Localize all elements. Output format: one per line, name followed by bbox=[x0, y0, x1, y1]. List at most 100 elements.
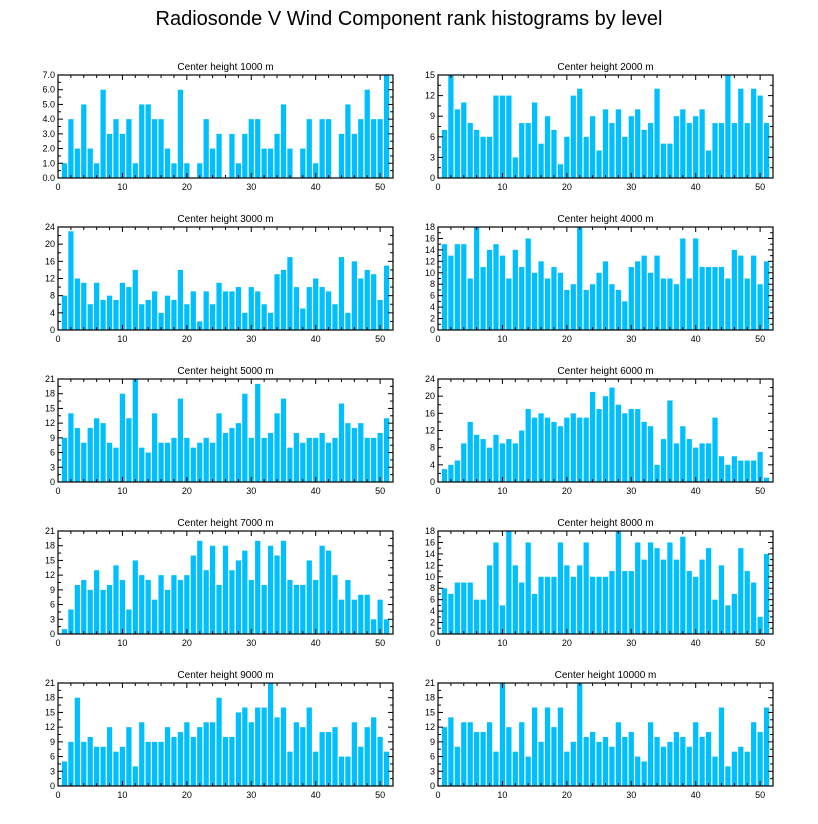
bar bbox=[61, 761, 68, 786]
y-tick-label: 4 bbox=[430, 606, 435, 616]
bar bbox=[647, 123, 654, 178]
bar bbox=[171, 736, 177, 786]
bar bbox=[190, 736, 196, 786]
bar bbox=[184, 304, 190, 330]
bar bbox=[635, 261, 641, 330]
bar bbox=[660, 143, 667, 178]
bar bbox=[641, 421, 647, 482]
bar bbox=[538, 143, 544, 178]
bar bbox=[274, 555, 280, 634]
bar bbox=[261, 304, 267, 330]
bar bbox=[113, 299, 119, 330]
bar bbox=[596, 741, 602, 786]
bar bbox=[371, 274, 377, 330]
bar bbox=[583, 289, 589, 330]
bar bbox=[197, 321, 203, 330]
bar bbox=[705, 150, 712, 178]
bar bbox=[660, 439, 667, 482]
bar bbox=[106, 584, 113, 634]
bar bbox=[87, 304, 93, 330]
panel-title: Center height 5000 m bbox=[177, 366, 273, 377]
bar bbox=[577, 417, 583, 482]
bar bbox=[448, 717, 454, 786]
bar bbox=[152, 291, 158, 330]
bar bbox=[474, 129, 480, 178]
bar bbox=[564, 289, 570, 330]
bar bbox=[351, 261, 357, 330]
bar bbox=[177, 580, 184, 634]
bar bbox=[486, 136, 493, 178]
bar bbox=[364, 727, 370, 786]
bar bbox=[448, 464, 454, 482]
bar bbox=[461, 244, 467, 330]
bar bbox=[358, 423, 364, 482]
bar bbox=[615, 289, 622, 330]
bar bbox=[184, 163, 190, 178]
x-tick-label: 0 bbox=[55, 638, 60, 648]
bar bbox=[680, 536, 686, 634]
bar bbox=[139, 722, 145, 786]
y-tick-label: 0 bbox=[50, 477, 55, 487]
bar bbox=[171, 437, 177, 482]
bar bbox=[274, 413, 280, 482]
bar bbox=[300, 308, 306, 330]
y-tick-label: 3 bbox=[50, 462, 55, 472]
y-tick-label: 18 bbox=[45, 541, 55, 551]
bar bbox=[602, 261, 609, 330]
x-tick-label: 40 bbox=[311, 334, 321, 344]
bar bbox=[184, 437, 190, 482]
bar bbox=[557, 426, 564, 482]
bar bbox=[132, 163, 138, 178]
bar bbox=[94, 746, 100, 786]
x-tick-label: 50 bbox=[755, 790, 765, 800]
bar bbox=[139, 304, 145, 330]
bar bbox=[615, 109, 622, 178]
bar bbox=[325, 119, 332, 178]
bar bbox=[738, 88, 744, 178]
x-tick-label: 10 bbox=[117, 790, 127, 800]
bar bbox=[61, 163, 68, 178]
y-tick-label: 12 bbox=[45, 570, 55, 580]
bar bbox=[493, 95, 499, 178]
bar bbox=[152, 413, 158, 482]
bar bbox=[242, 133, 248, 178]
bar bbox=[287, 447, 293, 482]
bar bbox=[319, 287, 325, 330]
bar bbox=[222, 545, 229, 634]
y-tick-label: 16 bbox=[425, 537, 435, 547]
bar bbox=[564, 751, 570, 786]
bar bbox=[190, 555, 196, 634]
bar bbox=[235, 163, 242, 178]
bar bbox=[686, 439, 692, 482]
bar bbox=[499, 683, 506, 786]
bar bbox=[686, 571, 692, 634]
x-tick-label: 30 bbox=[246, 334, 256, 344]
bar bbox=[229, 291, 235, 330]
panel-title: Center height 6000 m bbox=[557, 366, 653, 377]
bar bbox=[325, 291, 332, 330]
bar bbox=[383, 75, 390, 178]
bar bbox=[209, 304, 216, 330]
bar bbox=[461, 102, 467, 178]
y-tick-label: 0 bbox=[430, 325, 435, 335]
bar bbox=[486, 722, 493, 786]
bar bbox=[577, 683, 583, 786]
y-tick-label: 6 bbox=[430, 291, 435, 301]
bar bbox=[622, 571, 628, 634]
bar bbox=[267, 148, 274, 178]
x-tick-label: 40 bbox=[691, 334, 701, 344]
bar bbox=[383, 418, 390, 482]
y-tick-label: 8 bbox=[50, 291, 55, 301]
bar bbox=[525, 238, 531, 330]
x-tick-label: 0 bbox=[435, 486, 440, 496]
x-tick-label: 30 bbox=[246, 790, 256, 800]
bar bbox=[673, 116, 679, 178]
bar bbox=[152, 119, 158, 178]
bar bbox=[216, 697, 222, 786]
bar bbox=[287, 751, 293, 786]
bar bbox=[197, 442, 203, 482]
bar bbox=[570, 413, 576, 482]
bar bbox=[81, 741, 87, 786]
bar bbox=[345, 104, 351, 178]
bar bbox=[94, 570, 100, 634]
